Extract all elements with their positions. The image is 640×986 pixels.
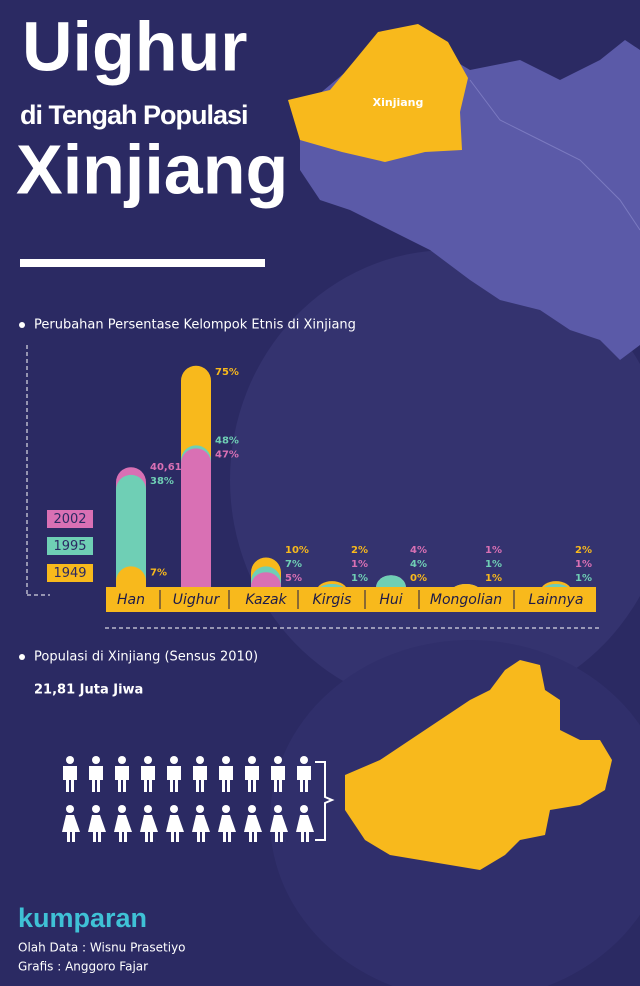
female-icon-head	[248, 805, 256, 813]
female-icon-head	[300, 805, 308, 813]
legend-label: 1949	[53, 566, 86, 581]
male-icon-head	[248, 756, 256, 764]
value-label: 7%	[150, 567, 167, 578]
male-icon-head	[222, 756, 230, 764]
value-label: 40,61%	[150, 462, 192, 473]
xinjiang-map	[288, 24, 468, 162]
value-label: 7%	[285, 559, 302, 570]
value-label: 1%	[575, 573, 592, 584]
value-label: 5%	[285, 573, 302, 584]
male-icon-head	[300, 756, 308, 764]
value-label: 10%	[285, 545, 309, 556]
x-tick-label: Kirgis	[313, 592, 352, 608]
credit: Grafis : Anggoro Fajar	[18, 960, 148, 974]
male-icon-head	[118, 756, 126, 764]
male-icon-head	[170, 756, 178, 764]
value-label: 2%	[351, 545, 368, 556]
x-tick-label: Lainnya	[529, 592, 584, 608]
male-icon-body	[271, 766, 285, 792]
x-tick-label: Uighur	[173, 592, 221, 608]
legend-swatch	[47, 564, 93, 582]
people-icons	[62, 756, 314, 842]
value-label: 2%	[575, 545, 592, 556]
male-icon-body	[115, 766, 129, 792]
bullet	[19, 654, 25, 660]
female-icon-body	[88, 815, 106, 842]
x-tick-label: Mongolian	[430, 592, 502, 608]
legend-label: 2002	[53, 512, 86, 527]
section-title: Populasi di Xinjiang (Sensus 2010)	[34, 650, 258, 665]
credit: Olah Data : Wisnu Prasetiyo	[18, 941, 186, 955]
legend-label: 1995	[53, 539, 86, 554]
male-icon-body	[219, 766, 233, 792]
male-icon-head	[92, 756, 100, 764]
x-tick-label: Kazak	[245, 592, 287, 608]
value-label: 47%	[215, 449, 239, 460]
female-icon-head	[274, 805, 282, 813]
male-icon-body	[193, 766, 207, 792]
female-icon-body	[114, 815, 132, 842]
female-icon-body	[140, 815, 158, 842]
female-icon-body	[218, 815, 236, 842]
female-icon-head	[92, 805, 100, 813]
value-label: 1%	[485, 545, 502, 556]
female-icon-body	[244, 815, 262, 842]
xinjiang-map-large	[345, 660, 612, 870]
value-label: 1%	[575, 559, 592, 570]
male-icon-head	[144, 756, 152, 764]
chart: 40,61% 38% 7% 75% 48% 47% 10% 7% 5% 2% 1% 1% 4% 4% 0% 1…	[47, 365, 596, 612]
value-label: 4%	[410, 559, 427, 570]
x-tick-label: Hui	[379, 592, 402, 608]
map-label: Xinjiang	[373, 96, 424, 109]
male-icon-body	[297, 766, 311, 792]
female-icon-body	[270, 815, 288, 842]
bracket	[315, 761, 335, 841]
female-icon-head	[222, 805, 230, 813]
female-icon-head	[170, 805, 178, 813]
value-label: 4%	[410, 545, 427, 556]
value-label: 0%	[410, 573, 427, 584]
value-label: 48%	[215, 435, 239, 446]
value-label: 1%	[485, 559, 502, 570]
female-icon-head	[118, 805, 126, 813]
female-icon-head	[66, 805, 74, 813]
value-label: 1%	[351, 573, 368, 584]
logo: kumparan	[18, 903, 147, 933]
male-icon-body	[167, 766, 181, 792]
value-label: 1%	[485, 573, 502, 584]
bullet	[19, 322, 25, 328]
population-value: 21,81 Juta Jiwa	[34, 683, 143, 698]
male-icon-body	[89, 766, 103, 792]
chart-title: Perubahan Persentase Kelompok Etnis di X…	[34, 318, 356, 333]
x-tick-label: Han	[117, 592, 145, 608]
legend-swatch	[47, 510, 93, 528]
legend-swatch	[47, 537, 93, 555]
title-line: Uighur	[22, 7, 248, 85]
male-icon-body	[63, 766, 77, 792]
male-icon-body	[245, 766, 259, 792]
title-line: Xinjiang	[16, 130, 288, 208]
female-icon-body	[192, 815, 210, 842]
value-label: 1%	[351, 559, 368, 570]
female-icon-head	[196, 805, 204, 813]
male-icon-head	[274, 756, 282, 764]
female-icon-head	[144, 805, 152, 813]
title-rule	[20, 259, 265, 267]
province-borders	[469, 79, 640, 231]
value-label: 38%	[150, 476, 174, 487]
female-icon-body	[166, 815, 184, 842]
bar	[181, 448, 211, 600]
value-label: 75%	[215, 367, 239, 378]
male-icon-head	[196, 756, 204, 764]
title-line: di Tengah Populasi	[20, 100, 248, 130]
male-icon-body	[141, 766, 155, 792]
male-icon-head	[66, 756, 74, 764]
female-icon-body	[296, 815, 314, 842]
female-icon-body	[62, 815, 80, 842]
